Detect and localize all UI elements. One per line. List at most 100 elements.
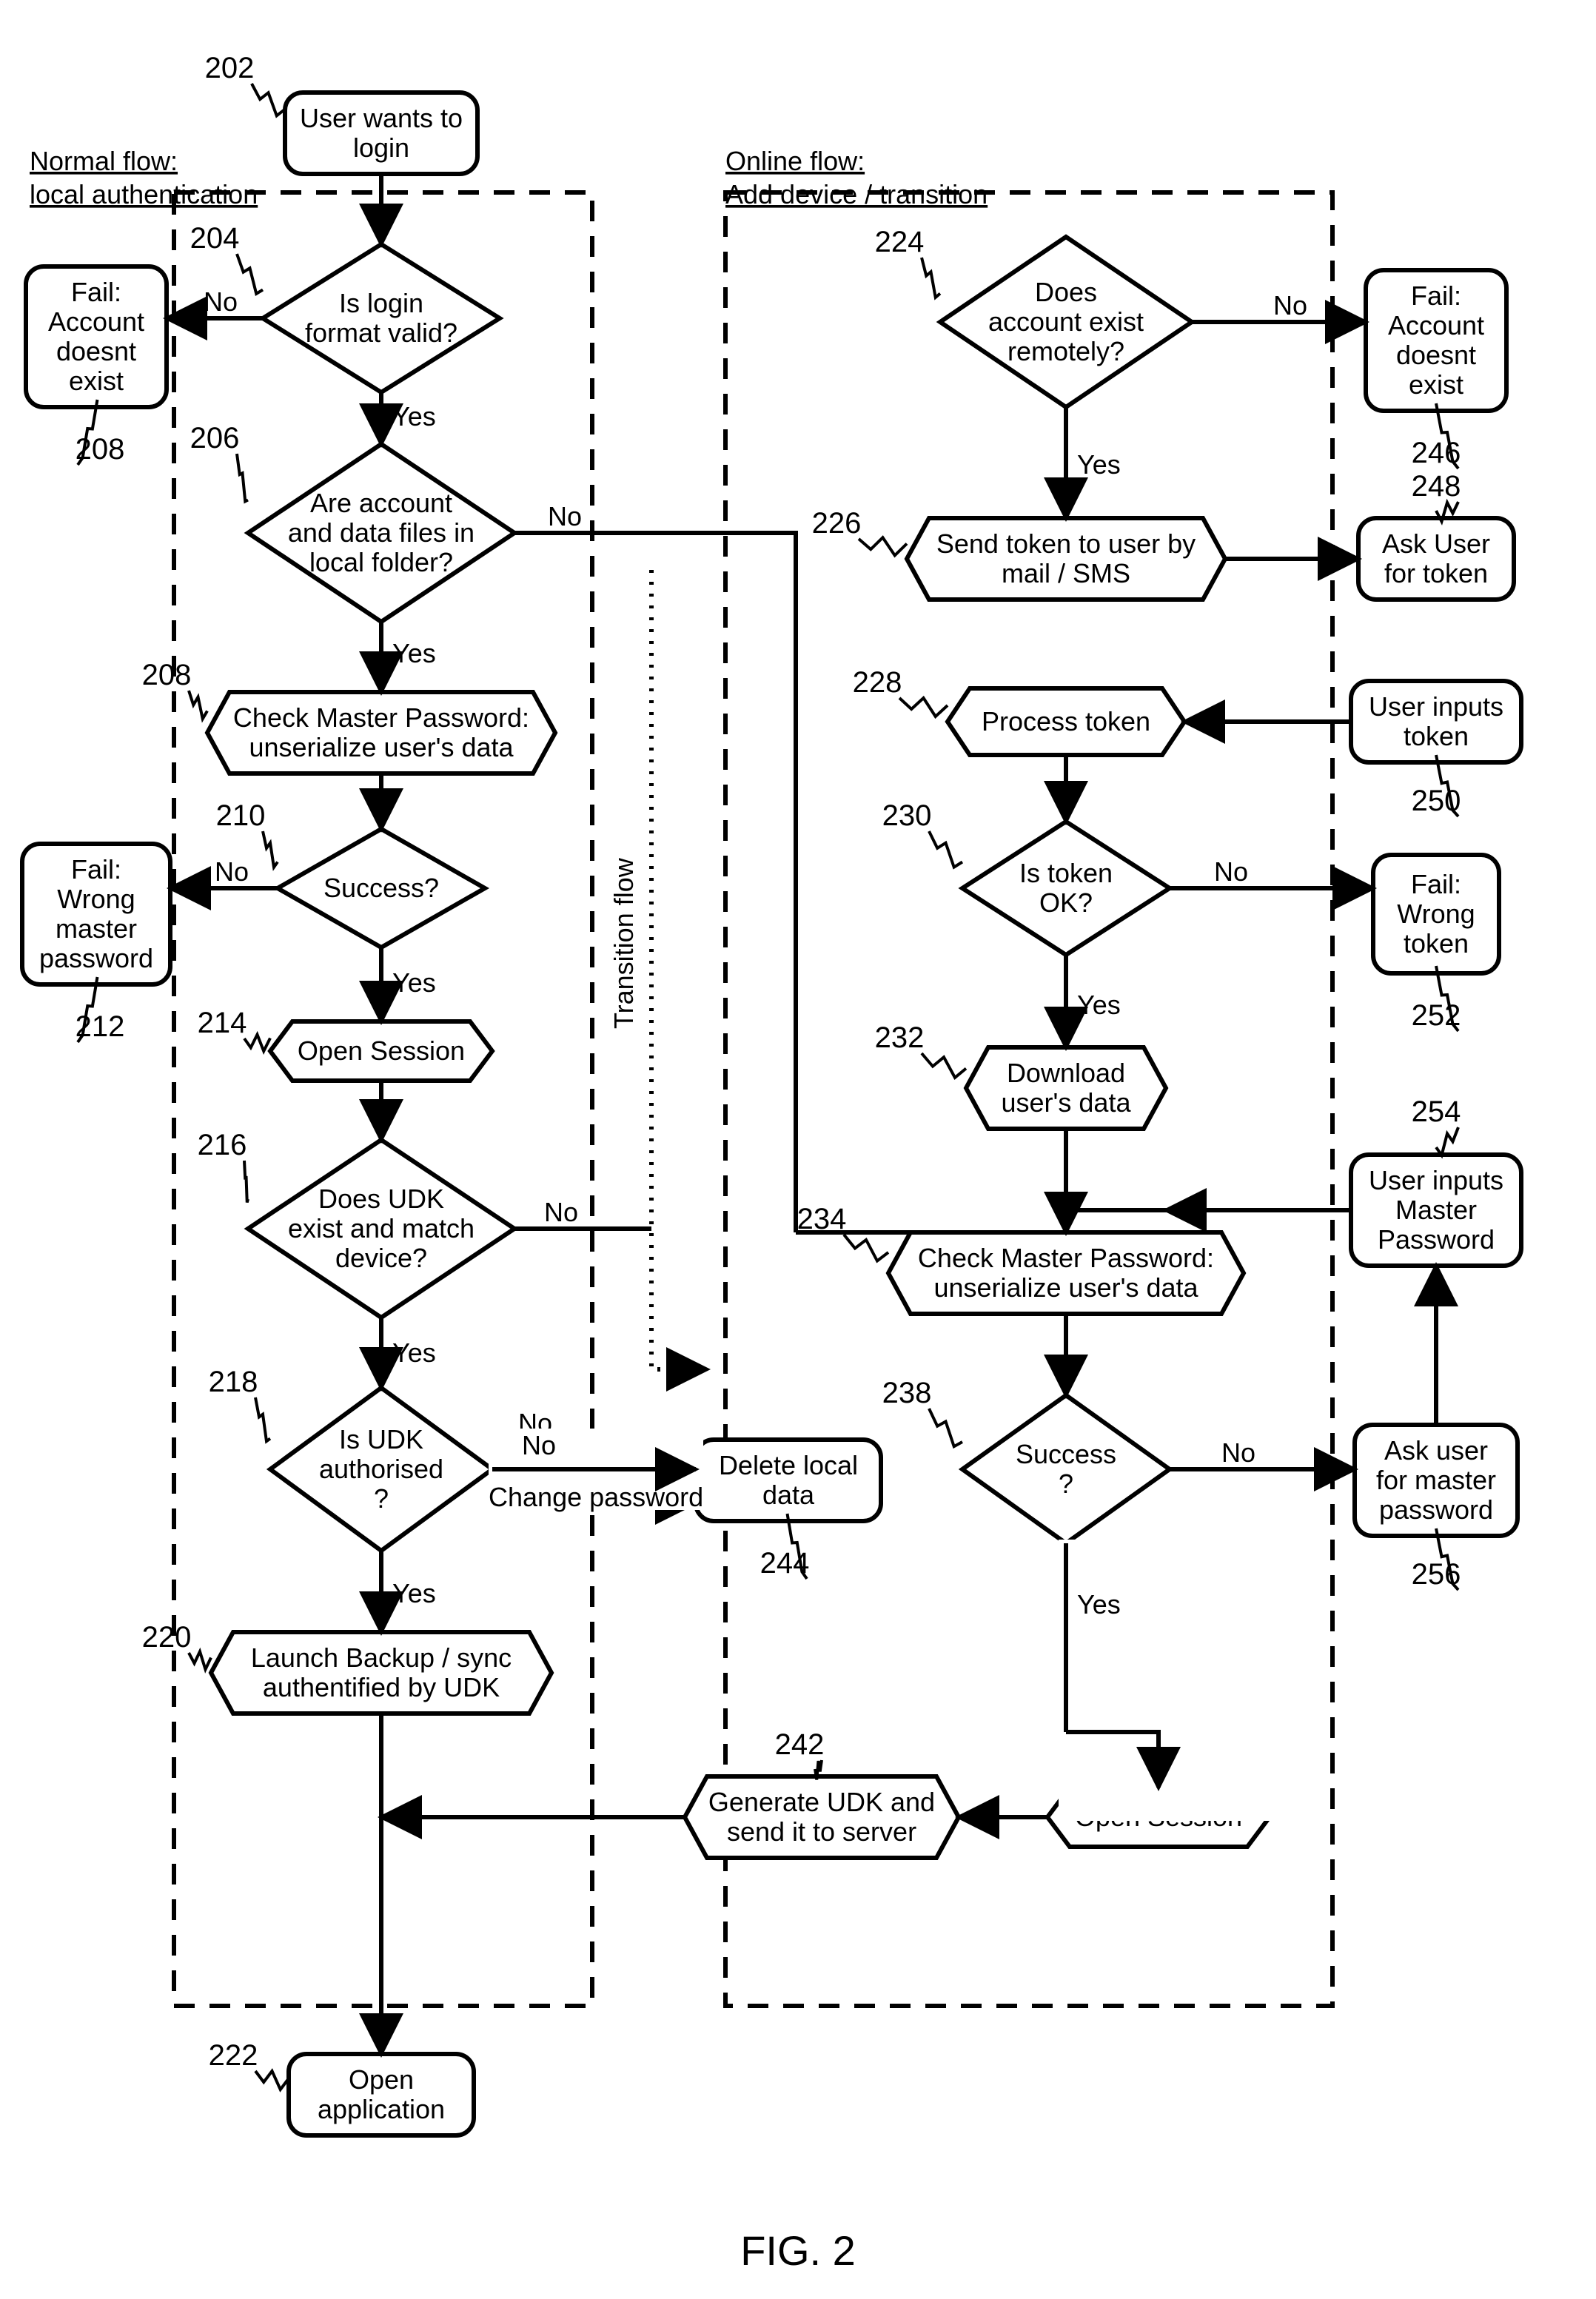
node-text-n256: password xyxy=(1379,1494,1493,1525)
node-text-n224: Does xyxy=(1035,277,1097,307)
node-text-n238: ? xyxy=(1059,1469,1073,1499)
node-text-n252: Wrong xyxy=(1397,899,1475,929)
e-224-246-label: No xyxy=(1273,290,1307,320)
figure-caption: FIG. 2 xyxy=(740,2227,856,2274)
node-text-n238: Success xyxy=(1016,1439,1116,1469)
ref-n210: 210 xyxy=(216,799,266,832)
ref-lead-n234 xyxy=(844,1235,888,1261)
e-218-no-lbl: No xyxy=(522,1430,556,1460)
ref-n228: 228 xyxy=(853,666,902,699)
node-text-n208p: unserialize user's data xyxy=(249,732,514,762)
node-text-n218: authorised xyxy=(319,1454,443,1484)
node-text-n212: password xyxy=(39,943,153,973)
e-224-226-label: Yes xyxy=(1077,449,1121,480)
e-230-232-label: Yes xyxy=(1077,990,1121,1020)
node-text-n208f: Account xyxy=(48,306,144,337)
node-text-n230: Is token xyxy=(1019,858,1113,888)
node-text-n222: Open xyxy=(349,2064,414,2095)
ref-n230: 230 xyxy=(882,799,932,832)
ref-lead-n214 xyxy=(244,1035,270,1051)
node-text-n244: data xyxy=(762,1480,815,1510)
ref-lead-n228 xyxy=(899,698,948,716)
node-text-n246: Fail: xyxy=(1411,281,1461,311)
label-online-flow-1: Online flow: xyxy=(725,146,865,176)
node-text-n202: login xyxy=(353,132,409,163)
node-text-n232: Download xyxy=(1007,1058,1125,1088)
node-text-n230: OK? xyxy=(1039,887,1093,918)
node-text-n204: format valid? xyxy=(305,318,457,348)
node-text-n246: exist xyxy=(1409,369,1463,400)
label-normal-flow-2: local authentication xyxy=(30,179,258,209)
e-230-252-label: No xyxy=(1214,856,1248,887)
node-text-n212: master xyxy=(56,913,137,944)
node-text-n256: for master xyxy=(1376,1465,1496,1495)
node-text-n216: device? xyxy=(335,1243,427,1273)
label-normal-flow-1: Normal flow: xyxy=(30,146,178,176)
node-text-n250: token xyxy=(1404,721,1469,751)
node-text-n246: Account xyxy=(1388,310,1484,340)
ref-n226: 226 xyxy=(812,507,862,540)
node-text-n228: Process token xyxy=(982,706,1150,736)
node-text-n208p: Check Master Password: xyxy=(233,702,529,733)
e-210-212-label: No xyxy=(215,856,249,887)
e-transition-dotted xyxy=(651,570,696,1369)
node-text-n206: Are account xyxy=(310,488,452,518)
ref-lead-n232 xyxy=(922,1053,966,1078)
node-text-n220: authentified by UDK xyxy=(263,1672,500,1702)
node-text-n242: send it to server xyxy=(727,1816,916,1847)
ref-n248: 248 xyxy=(1412,470,1461,503)
ref-n224: 224 xyxy=(875,226,925,258)
node-text-n216: Does UDK xyxy=(318,1184,444,1214)
ref-n204: 204 xyxy=(190,222,240,255)
ref-lead-n230 xyxy=(929,831,962,867)
node-text-n246: doesnt xyxy=(1396,340,1476,370)
ref-lead-n224 xyxy=(922,258,940,298)
node-text-n206: local folder? xyxy=(309,547,453,577)
ref-n232: 232 xyxy=(875,1021,925,1054)
e-238-down-label: Yes xyxy=(1077,1589,1121,1620)
ref-lead-n204 xyxy=(237,254,263,294)
ref-n218: 218 xyxy=(209,1366,258,1398)
node-text-n220: Launch Backup / sync xyxy=(251,1642,512,1673)
node-text-n244: Delete local xyxy=(719,1450,858,1480)
label-transition-flow: Transition flow xyxy=(608,857,639,1029)
node-text-n242: Generate UDK and xyxy=(708,1787,935,1817)
ref-n242: 242 xyxy=(775,1728,825,1761)
ref-n238: 238 xyxy=(882,1377,932,1409)
e-206-no-vert-label: No xyxy=(548,501,582,531)
node-text-n252: token xyxy=(1404,928,1469,959)
ref-lead-n226 xyxy=(859,537,907,555)
ref-n216: 216 xyxy=(198,1129,247,1161)
node-text-n226: Send token to user by xyxy=(936,528,1196,559)
node-text-n248: Ask User xyxy=(1382,528,1490,559)
ref-lead-n220 xyxy=(189,1651,211,1669)
e-216-218-label: Yes xyxy=(392,1338,436,1368)
e-238-256-label: No xyxy=(1221,1437,1255,1468)
ref-n254: 254 xyxy=(1412,1095,1461,1128)
ref-lead-n222 xyxy=(255,2071,289,2090)
e-204-208f-label: No xyxy=(204,286,238,317)
node-text-n210: Success? xyxy=(323,873,439,903)
ref-n220: 220 xyxy=(142,1621,192,1654)
ref-lead-n238 xyxy=(929,1409,962,1446)
flowchart-figure: Normal flow: local authentication Online… xyxy=(0,0,1596,2299)
node-text-n254: Password xyxy=(1378,1224,1495,1255)
node-text-n232: user's data xyxy=(1002,1087,1132,1118)
node-text-n226: mail / SMS xyxy=(1002,558,1130,588)
e-210-214-label: Yes xyxy=(392,967,436,998)
e-216-no-label: No xyxy=(544,1197,578,1227)
ref-n214: 214 xyxy=(198,1007,247,1039)
ref-n208p: 208 xyxy=(142,659,192,691)
node-text-n234: unserialize user's data xyxy=(933,1272,1198,1303)
e-218-chpw-lbl: Change password xyxy=(489,1482,703,1512)
ref-lead-n208p xyxy=(189,691,207,719)
node-text-n224: remotely? xyxy=(1007,336,1124,366)
e-206-208p-label: Yes xyxy=(392,638,436,668)
node-text-n208f: doesnt xyxy=(56,336,136,366)
node-text-n256: Ask user xyxy=(1384,1435,1488,1466)
ref-lead-n254 xyxy=(1436,1127,1458,1155)
ref-lead-n202 xyxy=(252,84,285,115)
ref-lead-n210 xyxy=(263,831,278,867)
e-218-220-label: Yes xyxy=(392,1578,436,1608)
node-text-n204: Is login xyxy=(339,288,423,318)
